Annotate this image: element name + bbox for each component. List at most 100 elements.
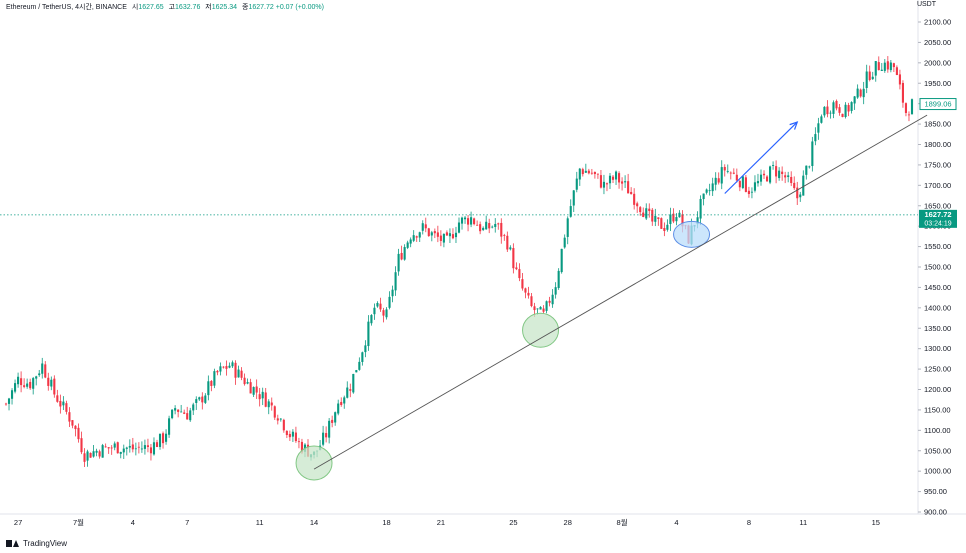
candle-body	[267, 401, 270, 408]
candle-body	[741, 176, 744, 188]
tradingview-brand[interactable]: TradingView	[6, 539, 67, 548]
candle-body	[575, 178, 578, 190]
candle-body	[454, 232, 458, 238]
candle-body	[177, 409, 180, 412]
y-tick-label: 950.00	[924, 487, 947, 496]
candle-body	[569, 206, 572, 217]
x-tick-label: 25	[509, 518, 517, 527]
candle-body	[681, 214, 684, 227]
candle-body	[772, 165, 775, 166]
y-tick-label: 1350.00	[924, 324, 951, 333]
candle-body	[714, 177, 717, 185]
candle-body	[273, 406, 276, 418]
candle-body	[762, 173, 766, 176]
candle-body	[297, 441, 300, 443]
candle-body	[424, 224, 427, 229]
candle-body	[62, 401, 65, 406]
candle-body	[56, 395, 59, 402]
candle-body	[186, 413, 189, 420]
candle-body	[702, 193, 705, 200]
candle-body	[557, 270, 560, 288]
highlight-circle[interactable]	[295, 445, 333, 481]
candle-body	[207, 381, 210, 396]
candle-body	[334, 412, 337, 423]
candle-body	[554, 287, 557, 295]
candle-body	[563, 237, 566, 248]
candle-body	[527, 292, 530, 296]
y-tick-label: 1850.00	[924, 120, 951, 129]
candle-body	[470, 217, 473, 225]
candle-body	[581, 169, 584, 175]
candle-body	[835, 100, 838, 109]
candle-body	[494, 223, 497, 227]
open-value: 1627.65	[138, 4, 164, 11]
candle-body	[412, 235, 415, 241]
candle-body	[723, 166, 726, 171]
candle-body	[847, 105, 850, 112]
x-tick-label: 8	[747, 518, 751, 527]
candle-body	[448, 233, 451, 237]
candle-body	[80, 438, 83, 453]
candle-body	[276, 418, 279, 421]
candle-body	[122, 448, 125, 453]
candle-body	[618, 173, 621, 183]
candle-body	[476, 224, 479, 226]
candle-body	[657, 217, 660, 219]
candle-body	[802, 175, 805, 196]
candle-body	[4, 403, 8, 405]
highlight-circle[interactable]	[522, 312, 560, 348]
candle-body	[195, 399, 198, 403]
candle-body	[460, 217, 464, 224]
candle-body	[131, 444, 134, 450]
candle-body	[790, 176, 793, 184]
candle-body	[566, 218, 569, 237]
y-tick-label: 1400.00	[924, 303, 951, 312]
candle-body	[889, 62, 892, 71]
candle-body	[125, 447, 128, 449]
candle-body	[110, 447, 113, 449]
last-price-label: 1627.72	[924, 210, 951, 219]
candle-body	[871, 76, 874, 80]
candle-body	[376, 302, 379, 307]
x-tick-label: 4	[131, 518, 135, 527]
candle-body	[850, 102, 853, 111]
candle-body	[225, 366, 228, 369]
y-tick-label: 1450.00	[924, 283, 951, 292]
trendline[interactable]	[313, 114, 928, 470]
candle-body	[346, 387, 349, 398]
candle-body	[53, 378, 56, 395]
candle-body	[322, 432, 325, 445]
candle-body	[814, 134, 817, 142]
candle-body	[627, 181, 630, 194]
arrow-line[interactable]	[724, 121, 798, 194]
candle-body	[799, 194, 802, 198]
candle-body	[192, 404, 195, 411]
candle-body	[71, 420, 74, 426]
candle-body	[910, 99, 914, 115]
y-tick-label: 2100.00	[924, 18, 951, 27]
candle-body	[29, 381, 32, 389]
candle-body	[883, 62, 886, 71]
candle-body	[379, 303, 382, 310]
candle-body	[421, 223, 424, 231]
candle-body	[633, 193, 636, 205]
candle-body	[161, 433, 165, 444]
y-tick-label: 1300.00	[924, 344, 951, 353]
candle-body	[621, 181, 624, 184]
candle-body	[624, 181, 627, 183]
candle-body	[705, 189, 708, 193]
candle-body	[385, 309, 388, 318]
highlight-circle[interactable]	[673, 220, 711, 248]
x-tick-label: 18	[382, 518, 390, 527]
candle-body	[352, 373, 355, 393]
candle-body	[775, 166, 778, 177]
candle-body	[732, 172, 735, 174]
candle-body	[898, 74, 901, 85]
candle-body	[433, 231, 436, 234]
candle-body	[805, 165, 808, 175]
candle-body	[430, 232, 433, 236]
candle-body	[778, 170, 781, 179]
candle-body	[482, 227, 485, 230]
